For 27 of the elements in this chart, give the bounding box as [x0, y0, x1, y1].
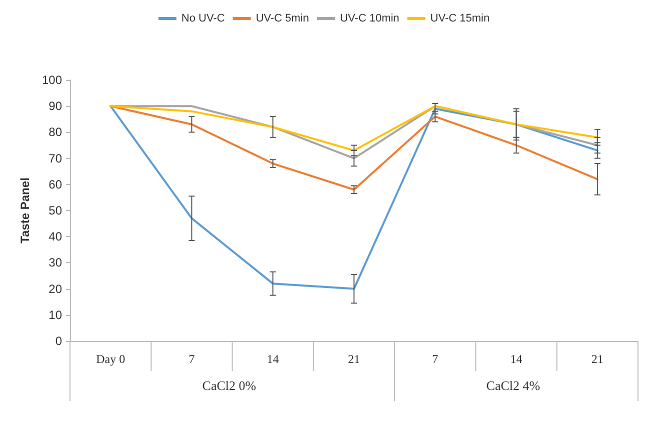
y-tick-label: 100 [42, 73, 62, 87]
legend-label: UV-C 10min [340, 12, 400, 24]
y-tick-label: 60 [48, 177, 62, 192]
y-axis-title: Taste Panel [18, 178, 32, 244]
x-tick-label: 21 [348, 352, 360, 366]
y-tick-label: 50 [48, 204, 62, 218]
y-tick-label: 70 [48, 151, 62, 166]
legend-label: UV-C 15min [430, 12, 490, 24]
y-tick-label: 10 [48, 308, 62, 322]
legend-label: No UV-C [181, 12, 225, 24]
y-tick-label: 80 [48, 125, 62, 140]
x-tick-label: Day 0 [96, 352, 126, 366]
x-tick-label: 7 [432, 352, 438, 366]
text: CaCl2 4% [486, 378, 540, 393]
text: CaCl2 0% [202, 378, 256, 393]
x-tick-label: 14 [510, 352, 522, 366]
y-tick-label: 0 [55, 334, 62, 348]
x-tick-label: 21 [591, 352, 604, 366]
y-tick-label: 20 [48, 282, 62, 296]
line-series [110, 105, 598, 290]
y-tick-label: 30 [48, 256, 62, 270]
x-tick-label: 14 [266, 352, 279, 366]
y-tick-label: 90 [48, 99, 62, 114]
x-tick-label: 7 [188, 352, 195, 366]
y-tick-label: 40 [48, 230, 62, 244]
line-series [110, 105, 598, 191]
legend-label: UV-C 5min [256, 12, 309, 24]
